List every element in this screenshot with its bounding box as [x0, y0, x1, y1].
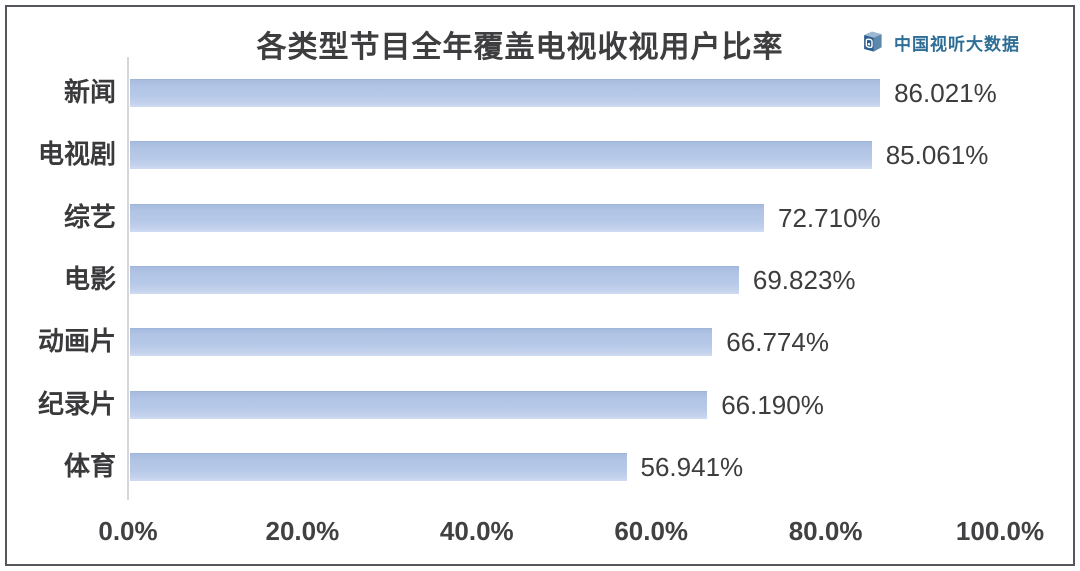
value-label: 66.190%: [721, 390, 824, 420]
x-axis-tick-label: 0.0%: [98, 516, 158, 546]
x-axis-tick-label: 20.0%: [265, 516, 340, 546]
category-label: 动画片: [37, 326, 116, 356]
category-label: 纪录片: [37, 389, 116, 419]
category-label: 新闻: [63, 77, 116, 107]
x-axis-tick-label: 80.0%: [788, 516, 863, 546]
brand-badge: 中国视听大数据: [858, 28, 1020, 56]
bar: [130, 79, 881, 107]
bar: [130, 453, 627, 481]
y-axis-line: [127, 57, 129, 500]
bar: [130, 141, 872, 169]
brand-name: 中国视听大数据: [894, 34, 1020, 54]
bar: [130, 204, 764, 232]
value-label: 85.061%: [885, 140, 989, 170]
x-axis-tick-label: 40.0%: [439, 516, 514, 546]
bar: [130, 266, 739, 294]
x-axis-tick-label: 100.0%: [955, 516, 1045, 546]
bar: [130, 391, 708, 419]
value-label: 86.021%: [894, 78, 997, 108]
value-label: 72.710%: [778, 203, 881, 233]
x-axis-tick-label: 60.0%: [614, 516, 689, 546]
category-label: 综艺: [63, 202, 116, 232]
category-label: 体育: [63, 451, 116, 481]
chart-title: 各类型节目全年覆盖电视收视用户比率: [256, 31, 784, 64]
value-label: 69.823%: [752, 265, 856, 295]
value-label: 56.941%: [640, 452, 744, 482]
value-label: 66.774%: [726, 327, 829, 357]
category-label: 电影: [63, 264, 116, 294]
category-label: 电视剧: [37, 139, 116, 169]
bar: [130, 328, 713, 356]
cube-tv-logo-icon: [858, 28, 886, 56]
